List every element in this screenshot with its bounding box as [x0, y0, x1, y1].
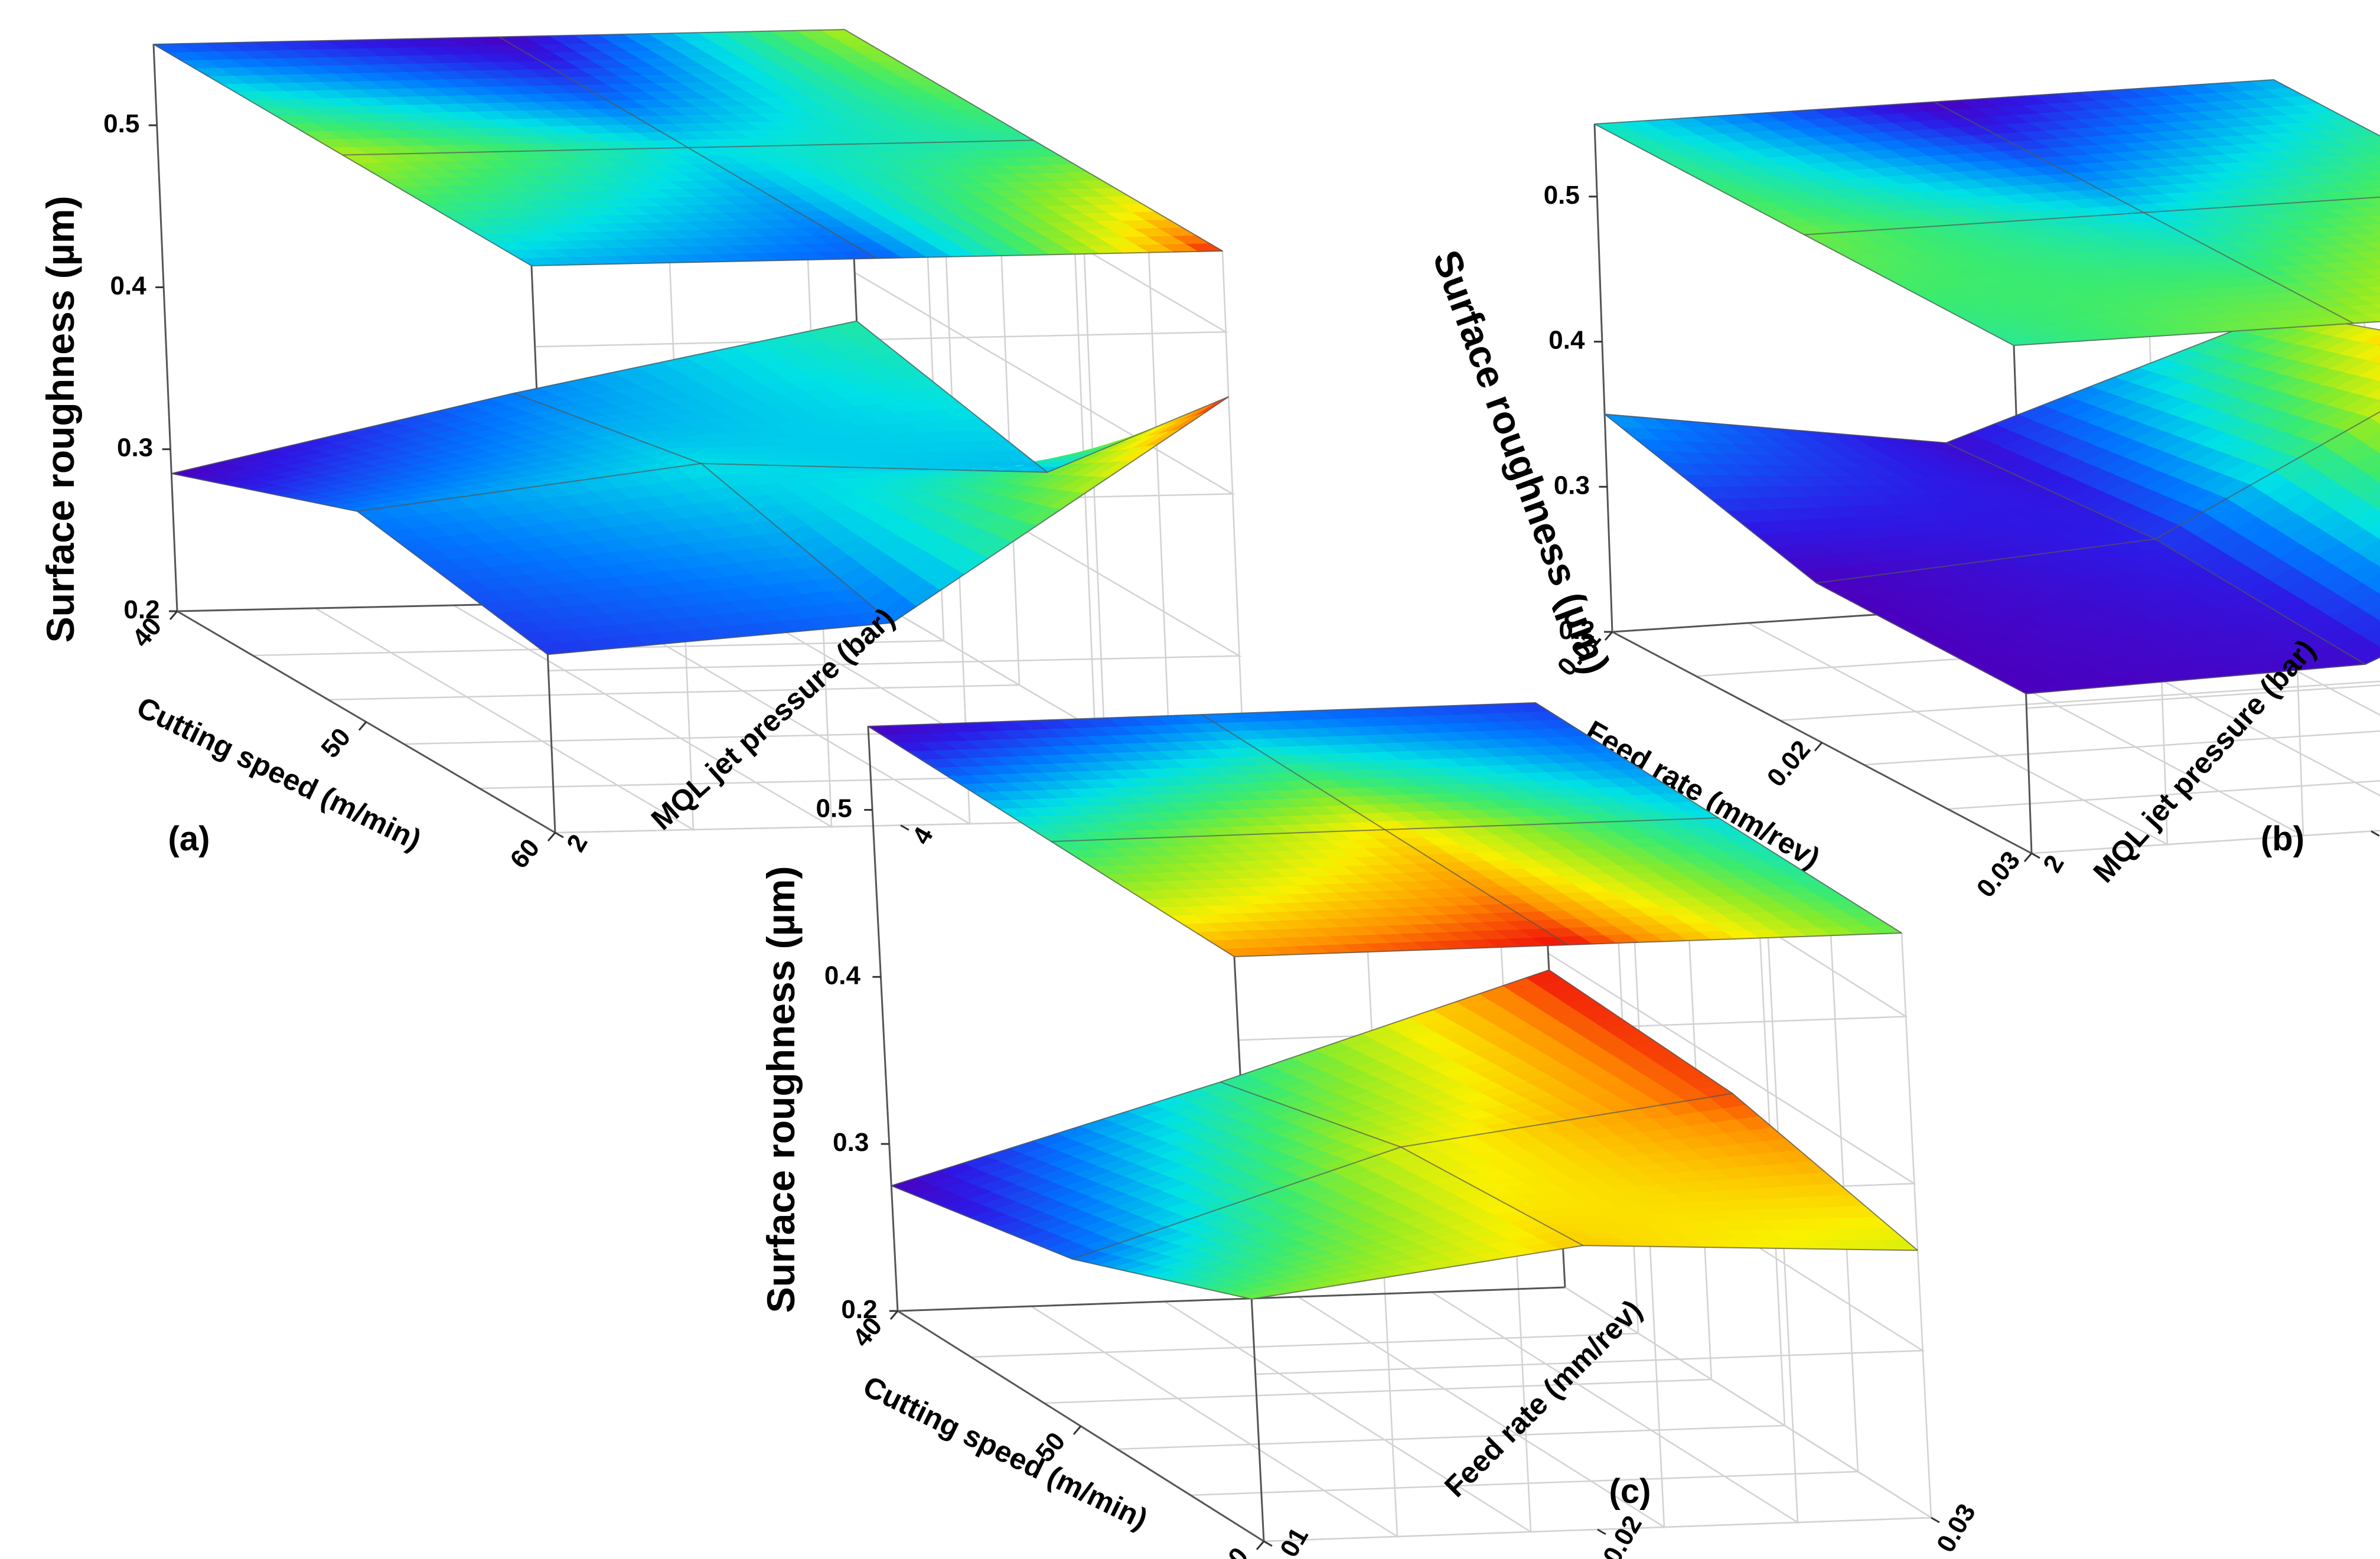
z-tick-label: 0.5 — [1544, 181, 1580, 210]
z-tick-label: 0.5 — [816, 794, 852, 823]
x-tick-label: 50 — [315, 723, 356, 764]
z-tick-label: 0.4 — [824, 961, 861, 990]
z-axis-title: Surface roughness (µm) — [1424, 244, 1618, 680]
surface-1 — [171, 320, 1229, 655]
y-tick-label: 2 — [2037, 850, 2070, 878]
z-tick-label: 0.4 — [1548, 326, 1585, 355]
y-tick-label: 0.02 — [1597, 1511, 1648, 1559]
x-axis-title: Cutting speed (m/min) — [858, 1369, 1153, 1536]
x-tick-label: 60 — [1213, 1542, 1254, 1559]
z-tick-label: 0.5 — [103, 109, 139, 138]
x-tick-label: 60 — [504, 833, 545, 874]
z-tick-label: 0.2 — [841, 1295, 877, 1324]
x-tick-label: 0.03 — [1971, 846, 2026, 903]
z-axis-title: Surface roughness (µm) — [38, 196, 82, 643]
z-tick-label: 0.2 — [123, 595, 159, 624]
surface-plot-1: 0.20.30.40.5405060246Surface roughness (… — [38, 29, 1284, 874]
surface-2 — [152, 29, 1224, 266]
z-tick-label: 0.3 — [117, 433, 153, 462]
z-tick-label: 0.3 — [833, 1128, 869, 1157]
z-tick-label: 0.3 — [1554, 471, 1590, 500]
y-tick-label: 2 — [561, 830, 594, 857]
z-tick-label: 0.2 — [1559, 616, 1595, 645]
z-tick-label: 0.4 — [110, 271, 147, 300]
y-tick-label: 4 — [907, 822, 939, 849]
surface-2 — [1593, 79, 2380, 346]
panel-label: (b) — [2261, 820, 2304, 858]
x-tick-label: 0.02 — [1762, 735, 1817, 792]
surface-1 — [1603, 311, 2380, 694]
surface-1 — [890, 969, 1919, 1300]
panel-label: (a) — [168, 820, 210, 858]
z-axis-title: Surface roughness (µm) — [759, 866, 803, 1313]
panel-label: (c) — [1609, 1472, 1651, 1511]
y-tick-label: 4 — [2377, 828, 2380, 855]
surface-2 — [867, 702, 1903, 957]
y-tick-label: 0.03 — [1931, 1499, 1981, 1557]
